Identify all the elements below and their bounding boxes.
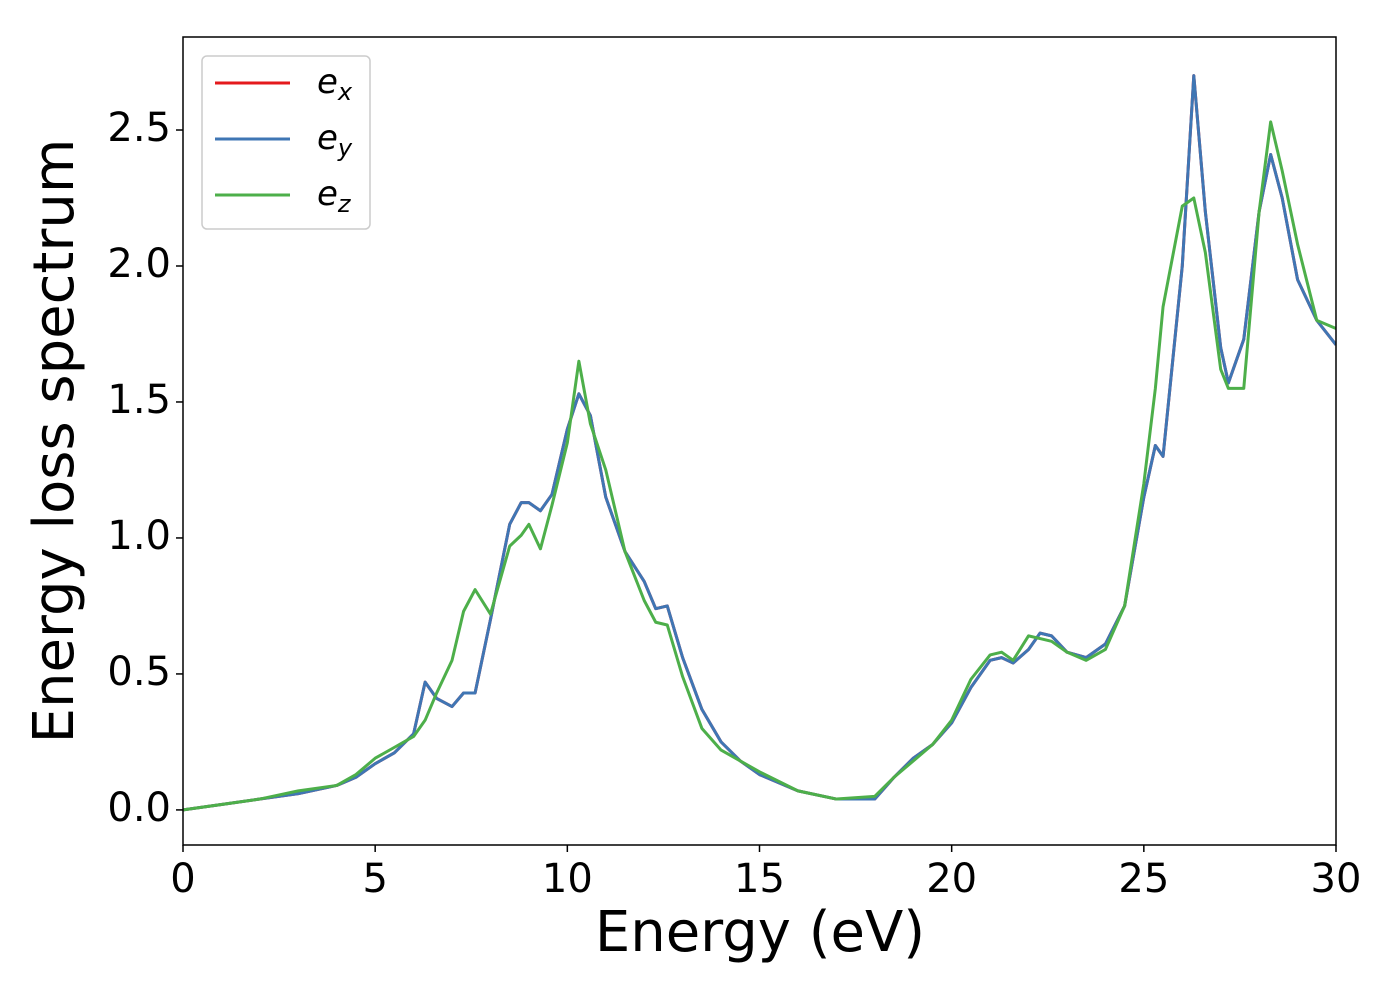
legend-box [201, 55, 371, 230]
y-tick-label: 2.0 [107, 241, 171, 287]
plot-frame [182, 36, 1337, 846]
x-tick-label: 20 [926, 856, 977, 902]
y-tick-label: 1.5 [107, 377, 171, 423]
data-line [183, 120, 1336, 812]
legend-label: ex [317, 62, 353, 107]
x-tick-label: 25 [1118, 856, 1169, 902]
x-tick-label: 5 [362, 856, 387, 902]
x-tick-label: 15 [734, 856, 785, 902]
legend-label: ey [317, 118, 353, 163]
y-tick-label: 0.0 [107, 785, 171, 831]
x-tick-label: 30 [1311, 856, 1362, 902]
y-tick-label: 1.0 [107, 513, 171, 559]
x-tick-label: 10 [542, 856, 593, 902]
y-tick-label: 2.5 [107, 105, 171, 151]
y-axis-label: Energy loss spectrum [22, 139, 87, 744]
x-axis-label: Energy (eV) [595, 900, 925, 965]
y-tick-label: 0.5 [107, 649, 171, 695]
legend-label: ez [317, 174, 352, 219]
x-tick-label: 0 [170, 856, 195, 902]
